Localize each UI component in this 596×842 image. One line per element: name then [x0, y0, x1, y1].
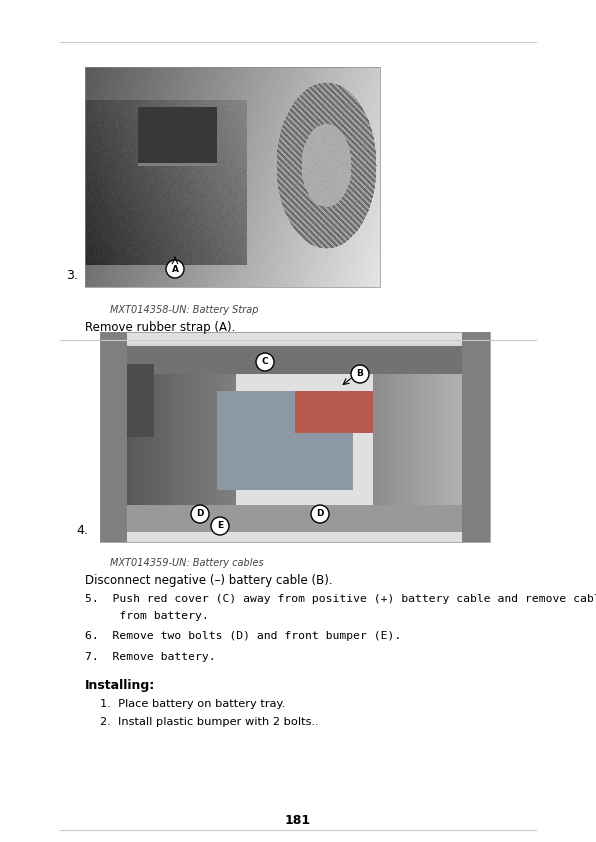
Circle shape — [166, 260, 184, 278]
Text: C: C — [262, 358, 268, 366]
Text: D: D — [316, 509, 324, 519]
Text: E: E — [217, 521, 223, 530]
Text: 181: 181 — [285, 813, 311, 827]
Text: 7.  Remove battery.: 7. Remove battery. — [85, 652, 216, 662]
Circle shape — [211, 517, 229, 535]
Text: MXT014359-UN: Battery cables: MXT014359-UN: Battery cables — [110, 558, 263, 568]
Circle shape — [191, 505, 209, 523]
Text: 2.  Install plastic bumper with 2 bolts..: 2. Install plastic bumper with 2 bolts.. — [100, 717, 319, 727]
Text: from battery.: from battery. — [85, 611, 209, 621]
Text: 4.: 4. — [76, 524, 88, 537]
Text: B: B — [356, 370, 364, 379]
Circle shape — [311, 505, 329, 523]
Text: Disconnect negative (–) battery cable (B).: Disconnect negative (–) battery cable (B… — [85, 574, 333, 587]
Text: Installing:: Installing: — [85, 679, 155, 692]
Text: 6.  Remove two bolts (D) and front bumper (E).: 6. Remove two bolts (D) and front bumper… — [85, 632, 401, 642]
Text: Remove rubber strap (A).: Remove rubber strap (A). — [85, 321, 235, 334]
Circle shape — [351, 365, 369, 383]
Bar — [85, 67, 380, 287]
Circle shape — [256, 353, 274, 371]
Text: 5.  Push red cover (C) away from positive (+) battery cable and remove cable: 5. Push red cover (C) away from positive… — [85, 594, 596, 604]
Text: D: D — [196, 509, 204, 519]
Text: A: A — [172, 264, 178, 274]
Text: 3.: 3. — [66, 269, 78, 282]
Bar — [100, 332, 490, 542]
Text: MXT014358-UN: Battery Strap: MXT014358-UN: Battery Strap — [110, 305, 259, 315]
Text: 1.  Place battery on battery tray.: 1. Place battery on battery tray. — [100, 699, 285, 709]
